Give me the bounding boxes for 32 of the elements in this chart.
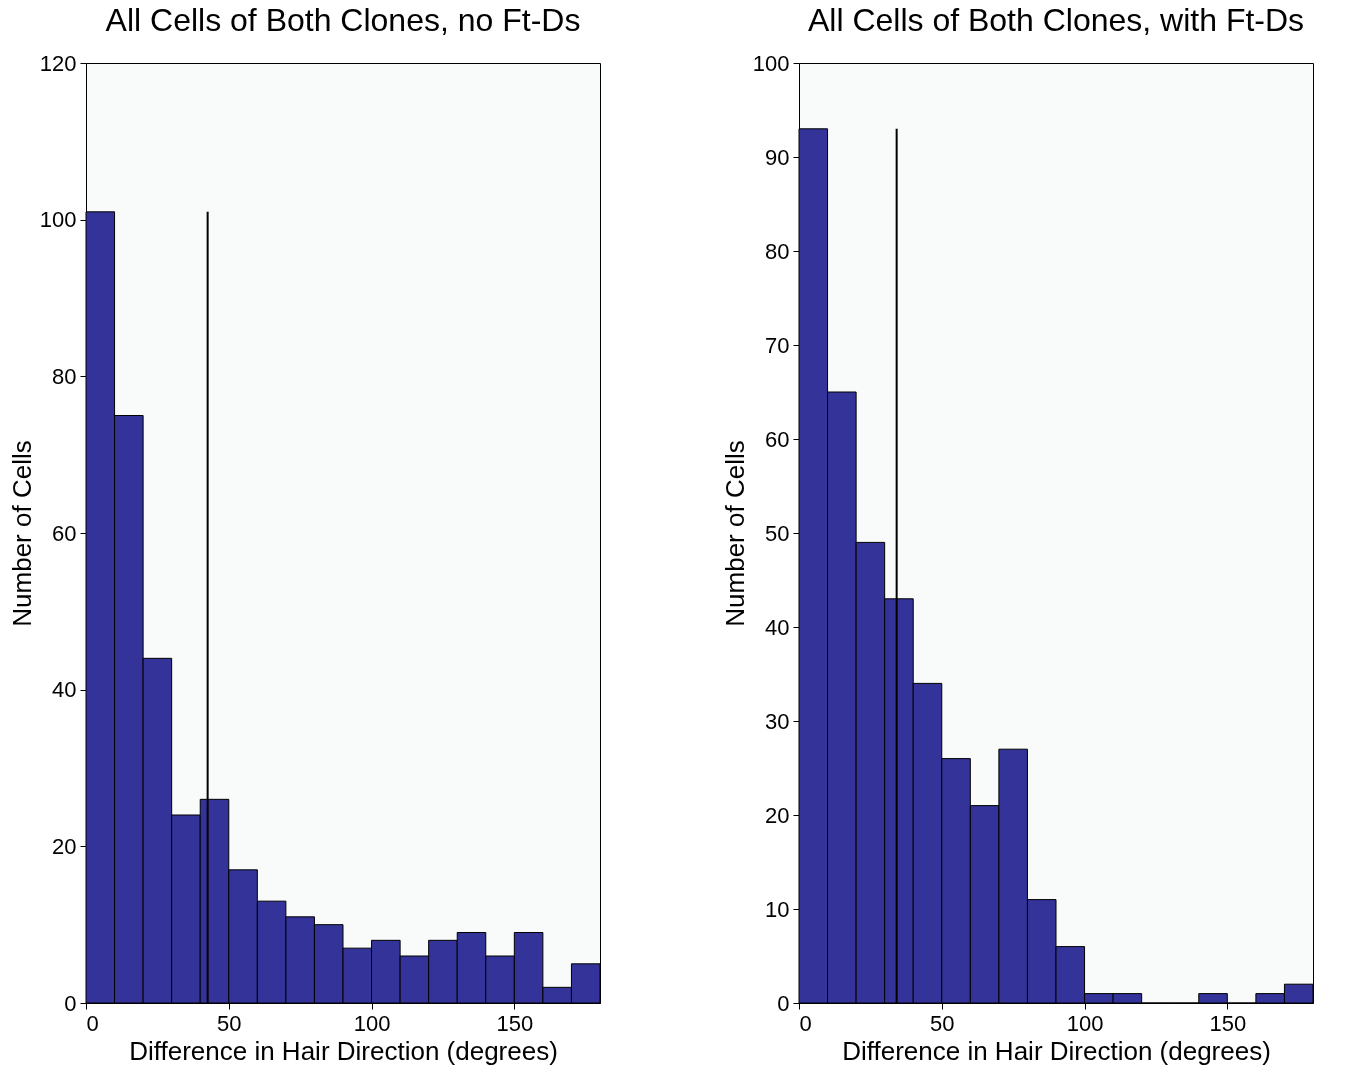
y-tick-label: 50 bbox=[765, 520, 790, 546]
x-tick-label: 0 bbox=[799, 1010, 812, 1036]
y-tick-label: 20 bbox=[52, 833, 77, 859]
y-tick-label: 120 bbox=[39, 50, 77, 76]
y-tick-label: 100 bbox=[752, 50, 790, 76]
chart-title: All Cells of Both Clones, no Ft-Ds bbox=[105, 2, 581, 38]
x-tick-label: 150 bbox=[1209, 1010, 1247, 1036]
x-tick-label: 50 bbox=[930, 1010, 955, 1036]
y-tick-label: 100 bbox=[39, 207, 77, 233]
y-tick-label: 0 bbox=[64, 990, 77, 1016]
x-axis-title: Difference in Hair Direction (degrees) bbox=[842, 1035, 1271, 1066]
x-tick-label: 100 bbox=[1066, 1010, 1104, 1036]
y-axis-title: Number of Cells bbox=[719, 440, 750, 627]
x-tick-label: 0 bbox=[86, 1010, 99, 1036]
y-axis-title: Number of Cells bbox=[6, 440, 37, 627]
x-tick-label: 100 bbox=[353, 1010, 391, 1036]
y-tick-label: 0 bbox=[777, 990, 790, 1016]
y-tick-label: 60 bbox=[52, 520, 77, 546]
y-tick-label: 80 bbox=[52, 363, 77, 389]
y-tick-label: 20 bbox=[765, 802, 790, 828]
y-tick-label: 90 bbox=[765, 144, 790, 170]
y-tick-label: 80 bbox=[765, 238, 790, 264]
y-tick-label: 70 bbox=[765, 332, 790, 358]
y-tick-label: 60 bbox=[765, 426, 790, 452]
y-tick-label: 10 bbox=[765, 896, 790, 922]
x-axis-title: Difference in Hair Direction (degrees) bbox=[129, 1035, 558, 1066]
y-tick-label: 40 bbox=[765, 614, 790, 640]
x-tick-label: 150 bbox=[496, 1010, 534, 1036]
y-tick-label: 30 bbox=[765, 708, 790, 734]
y-tick-label: 40 bbox=[52, 677, 77, 703]
x-tick-label: 50 bbox=[217, 1010, 242, 1036]
chart-title: All Cells of Both Clones, with Ft-Ds bbox=[807, 2, 1305, 38]
